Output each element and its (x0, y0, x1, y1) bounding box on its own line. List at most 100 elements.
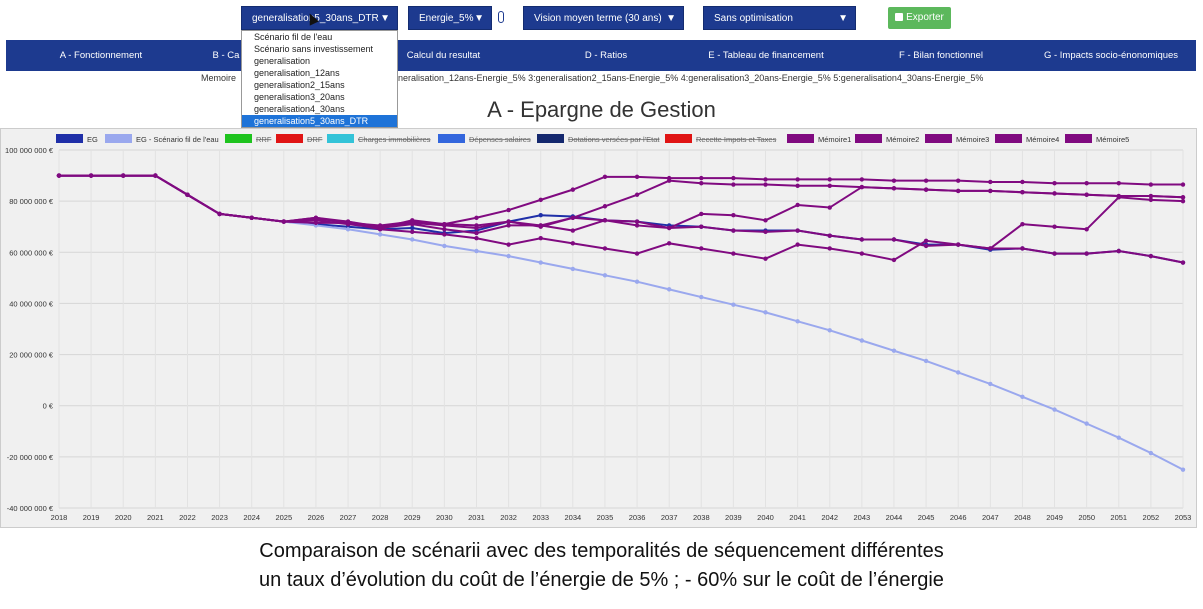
data-point (699, 294, 704, 300)
data-point (442, 227, 447, 232)
series-line (59, 174, 1184, 235)
data-point (538, 236, 543, 241)
x-tick-label: 2029 (404, 513, 421, 522)
legend-label: Dépenses salaires (469, 135, 531, 144)
data-point (731, 182, 736, 187)
dropdown-option[interactable]: generalisation (254, 56, 311, 66)
data-point (827, 205, 832, 210)
data-point (891, 186, 897, 191)
legend-swatch (787, 134, 814, 143)
data-point (153, 173, 158, 178)
dropdown-option[interactable]: Scénario sans investissement (254, 44, 374, 54)
x-tick-label: 2024 (243, 513, 260, 522)
x-tick-label: 2036 (629, 513, 646, 522)
save-icon (895, 13, 904, 21)
x-tick-label: 2050 (1078, 513, 1095, 522)
dropdown-option[interactable]: generalisation_12ans (254, 68, 340, 78)
section-tabs: A - Fonctionnement B - Ca Calcul du resu… (6, 40, 1196, 71)
data-point (217, 211, 222, 217)
x-tick-label: 2043 (854, 513, 871, 522)
dropdown-option[interactable]: generalisation4_30ans (254, 104, 345, 114)
dropdown-option-selected[interactable]: generalisation5_30ans_DTR (242, 115, 397, 127)
data-point (1020, 221, 1025, 227)
x-tick-label: 2025 (275, 513, 292, 522)
data-point (699, 211, 704, 217)
y-tick-label: 0 € (43, 402, 54, 411)
data-point (442, 223, 447, 228)
tab-bilan-fonctionnel[interactable]: F - Bilan fonctionnel (899, 50, 983, 61)
data-point (602, 218, 608, 223)
data-point (1180, 182, 1186, 187)
data-point (1116, 181, 1121, 186)
data-point (1084, 181, 1089, 186)
data-point (570, 241, 576, 246)
data-point (281, 219, 286, 224)
optimisation-select[interactable]: Sans optimisation ▼ (703, 6, 856, 30)
chevron-down-icon: ▼ (380, 13, 390, 24)
data-point (988, 179, 993, 185)
x-tick-label: 2041 (789, 513, 806, 522)
chevron-down-icon: ▼ (838, 13, 848, 24)
data-point (121, 173, 126, 178)
data-point (410, 229, 415, 235)
x-tick-label: 2031 (468, 513, 485, 522)
x-tick-label: 2019 (83, 513, 100, 522)
vision-select-value: Vision moyen terme (30 ans) (534, 13, 662, 24)
x-tick-label: 2028 (372, 513, 389, 522)
x-tick-label: 2037 (661, 513, 678, 522)
data-point (891, 257, 897, 263)
x-tick-label: 2021 (147, 513, 164, 522)
legend-label: Mémoire2 (886, 135, 919, 144)
data-point (570, 215, 576, 220)
data-point (538, 197, 543, 203)
data-point (731, 302, 736, 307)
data-point (634, 192, 640, 197)
tab-impacts[interactable]: G - Impacts socio-énonomiques (1043, 50, 1179, 61)
x-tick-label: 2053 (1175, 513, 1192, 522)
x-tick-label: 2047 (982, 513, 999, 522)
data-point (1084, 421, 1089, 426)
x-tick-label: 2042 (821, 513, 838, 522)
tab-tableau-financement[interactable]: E - Tableau de financement (708, 50, 824, 61)
page-title: A - Epargne de Gestion (487, 97, 716, 122)
data-point (442, 232, 447, 237)
data-point (1116, 248, 1121, 254)
tab-fonctionnement[interactable]: A - Fonctionnement (59, 50, 143, 61)
data-point (474, 248, 479, 254)
export-button[interactable]: Exporter (888, 7, 951, 29)
paperclip-icon[interactable] (498, 11, 504, 23)
memoire-list: neralisation_12ans-Energie_5% 3:generali… (398, 73, 984, 83)
tab-calcul-resultat[interactable]: Calcul du resultat (406, 50, 481, 61)
data-point (666, 178, 672, 183)
dropdown-option[interactable]: generalisation3_20ans (254, 92, 345, 102)
legend-swatch (327, 134, 354, 143)
legend-swatch (56, 134, 83, 143)
data-point (699, 224, 704, 229)
tab-b[interactable]: B - Ca (212, 50, 240, 61)
legend-label: Recette Impots et Taxes (696, 135, 777, 144)
tab-ratios[interactable]: D - Ratios (584, 50, 628, 61)
vision-select[interactable]: Vision moyen terme (30 ans) ▼ (523, 6, 684, 30)
data-point (410, 220, 415, 226)
y-tick-label: 40 000 000 € (9, 299, 54, 308)
dropdown-option[interactable]: Scénario fil de l'eau (254, 32, 333, 42)
x-tick-label: 2018 (51, 513, 68, 522)
x-tick-label: 2038 (693, 513, 710, 522)
data-point (827, 246, 832, 251)
chevron-down-icon: ▼ (474, 13, 484, 24)
energy-select[interactable]: Energie_5% ▼ (408, 6, 492, 30)
scenario-select[interactable]: generalisation5_30ans_DTR ▼ (241, 6, 398, 30)
data-point (859, 184, 865, 190)
data-point (538, 260, 543, 265)
dropdown-option[interactable]: generalisation2_15ans (254, 80, 345, 90)
legend-label: Mémoire5 (1096, 135, 1129, 144)
data-point (1180, 195, 1186, 200)
data-point (666, 287, 672, 292)
data-point (763, 182, 768, 187)
x-tick-label: 2022 (179, 513, 196, 522)
caption-line-2: un taux d’évolution du coût de l’énergie… (259, 569, 944, 591)
data-point (1148, 182, 1154, 187)
data-point (249, 215, 254, 220)
data-point (731, 251, 736, 256)
data-point (827, 183, 832, 188)
